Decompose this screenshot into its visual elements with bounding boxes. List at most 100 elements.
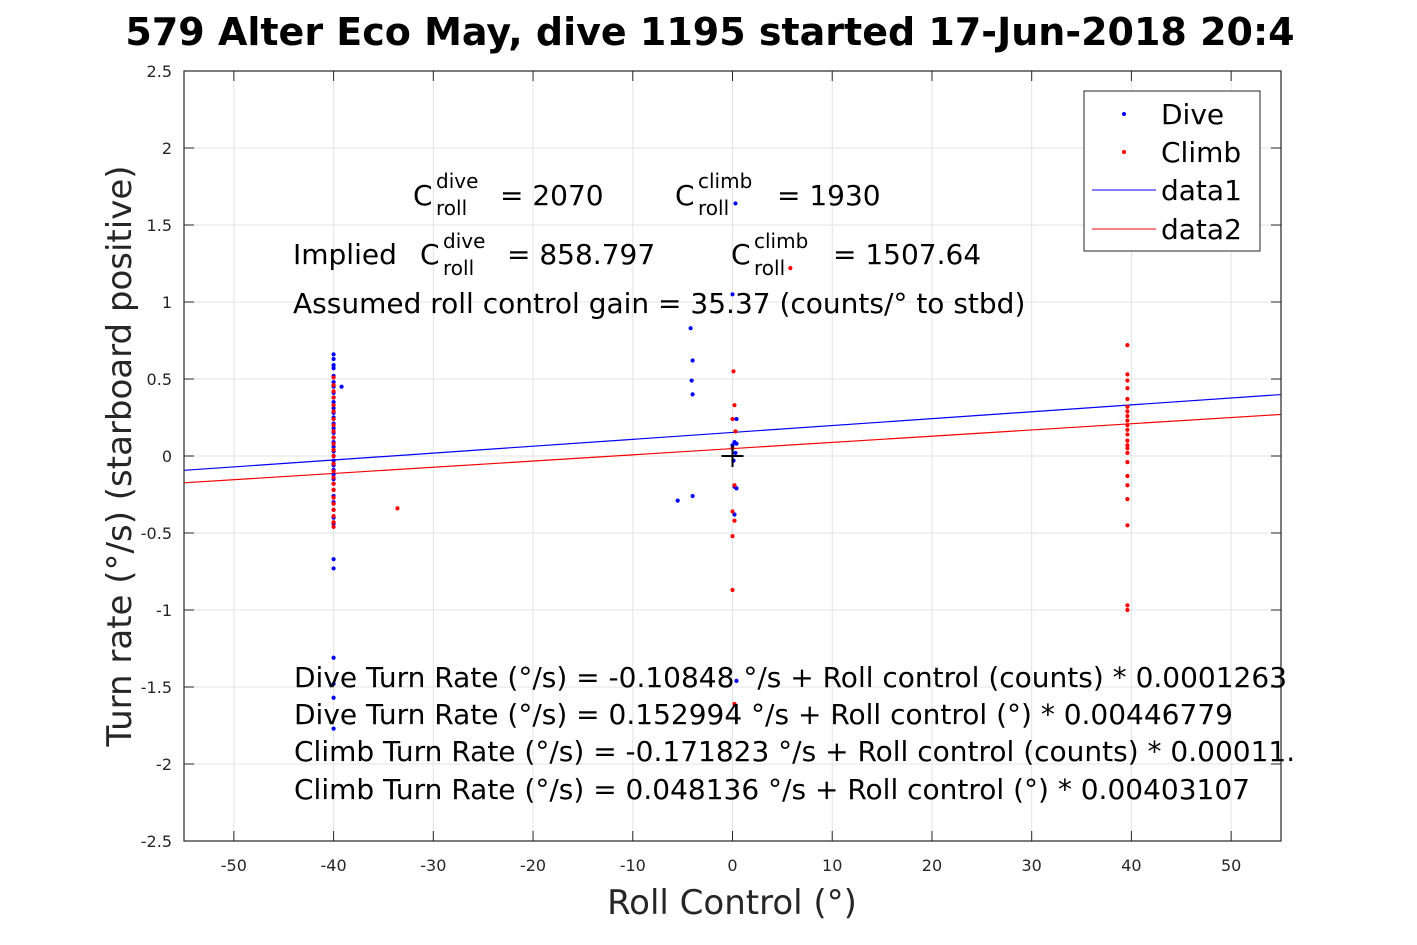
y-tick-label: -2.5 [141, 832, 172, 851]
x-tick-label: 10 [822, 856, 842, 875]
y-tick-label: 1 [162, 293, 172, 312]
y-tick-label: -1 [156, 601, 172, 620]
data-point-climb [1125, 603, 1130, 608]
data-point-climb [331, 389, 336, 394]
legend-box [1083, 90, 1261, 252]
data-point-dive [331, 458, 336, 463]
data-point-climb [1125, 438, 1130, 443]
annotation-implied-dive-sup: dive [443, 229, 485, 253]
data-point-dive [733, 201, 738, 206]
x-tick-label: -20 [520, 856, 546, 875]
y-tick-label: -2 [156, 755, 172, 774]
data-point-climb [331, 375, 336, 380]
data-point-climb [331, 487, 336, 492]
data-point-climb [331, 423, 336, 428]
data-point-climb [331, 461, 336, 466]
x-tick-label: -30 [420, 856, 446, 875]
data-point-climb [1125, 473, 1130, 479]
data-point-climb [1125, 483, 1130, 488]
data-point-climb [331, 441, 336, 446]
data-point-climb [1125, 396, 1130, 402]
data-point-climb [1125, 409, 1130, 414]
legend-dive-label: Dive [1161, 98, 1224, 131]
x-tick-label: 20 [922, 856, 942, 875]
data-point-climb [331, 453, 336, 459]
data-point-climb [1125, 523, 1130, 528]
legend: Dive Climb data1 data2 [1083, 90, 1261, 252]
data-point-dive [690, 358, 695, 363]
origin-marker [721, 445, 744, 467]
annotation-c-roll-climb-sup: climb [698, 169, 752, 193]
data-point-dive [331, 695, 336, 700]
data-point-dive [734, 441, 739, 446]
data-point-dive [331, 472, 336, 477]
data-point-climb [730, 587, 735, 593]
data-point-climb [331, 475, 336, 480]
data-point-climb [331, 416, 336, 422]
data-point-climb [1125, 386, 1130, 391]
annotation-implied-dive-base: C [420, 238, 440, 271]
data-point-climb [331, 409, 336, 414]
annotation-c-roll-dive-base: C [413, 179, 433, 212]
data-point-dive [331, 352, 336, 357]
data-point-climb [331, 501, 336, 506]
data-point-climb [331, 507, 336, 512]
data-point-climb [1125, 450, 1130, 456]
equation-climb-degrees: Climb Turn Rate (°/s) = 0.048136 °/s + R… [294, 773, 1250, 806]
data-point-dive [734, 678, 739, 683]
annotation-c-roll-climb-value: = 1930 [777, 179, 881, 212]
annotation-c-roll-dive: C dive roll = 2070 [413, 169, 604, 220]
data-point-climb [1125, 418, 1130, 423]
annotation-c-roll-climb-base: C [675, 179, 695, 212]
y-tick-label: -0.5 [141, 524, 172, 543]
x-axis-label: Roll Control (°) [607, 883, 857, 923]
data-point-climb [395, 506, 400, 511]
data-point-climb [1125, 372, 1130, 377]
annotation-implied-dive-value: = 858.797 [507, 238, 655, 271]
chart-title: 579 Alter Eco May, dive 1195 started 17-… [125, 10, 1294, 54]
data-point-dive [331, 681, 336, 687]
data-point-climb [730, 416, 735, 422]
data-point-dive [331, 566, 336, 571]
data-point-dive [331, 400, 336, 405]
data-point-climb [1125, 497, 1130, 502]
data-point-dive [331, 406, 336, 411]
data-point-climb [730, 533, 735, 539]
x-tick-label: 40 [1121, 856, 1141, 875]
data-point-dive [331, 655, 336, 660]
annotation-implied-prefix: Implied [293, 238, 397, 271]
data-point-dive [331, 356, 336, 362]
legend-climb-marker [1122, 150, 1126, 154]
data-point-dive [690, 392, 695, 397]
annotation-implied-climb-sup: climb [754, 229, 808, 253]
y-tick-label: 0.5 [147, 370, 172, 389]
data-point-climb [331, 469, 336, 474]
y-axis-label: Turn rate (°/s) (starboard positive) [100, 165, 140, 747]
data-point-climb [1125, 404, 1130, 409]
data-point-climb [1125, 443, 1130, 448]
data-point-dive [733, 450, 738, 456]
data-point-climb [788, 266, 793, 271]
data-point-climb [331, 429, 336, 434]
annotation-c-roll-dive-value: = 2070 [500, 179, 604, 212]
data-point-climb [1125, 446, 1130, 451]
x-tick-label: -10 [620, 856, 646, 875]
data-point-dive [331, 363, 336, 368]
annotation-implied-climb-base: C [731, 238, 751, 271]
data-point-climb [732, 483, 737, 488]
data-point-climb [1125, 460, 1130, 465]
equation-climb-counts: Climb Turn Rate (°/s) = -0.171823 °/s + … [294, 735, 1295, 768]
data-point-dive [730, 292, 735, 297]
x-tick-label: 0 [727, 856, 737, 875]
data-point-climb [331, 395, 336, 400]
data-point-climb [1125, 413, 1130, 419]
data-point-climb [732, 701, 737, 707]
legend-data1-label: data1 [1161, 174, 1242, 207]
annotation-implied-climb-value: = 1507.64 [833, 238, 981, 271]
annotation-c-roll-dive-sup: dive [436, 169, 478, 193]
data-point-climb [733, 429, 738, 434]
data-point-climb [1125, 432, 1130, 437]
data-point-climb [1125, 427, 1130, 432]
data-point-climb [1125, 378, 1130, 383]
data-point-climb [331, 447, 336, 452]
